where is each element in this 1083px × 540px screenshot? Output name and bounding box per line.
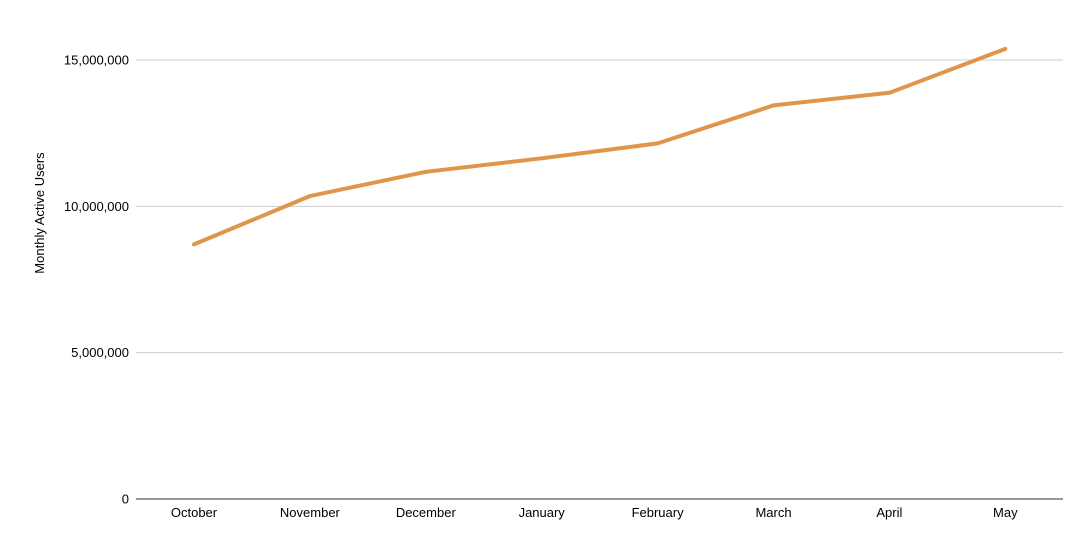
x-tick-label: April bbox=[876, 505, 902, 520]
x-tick-label: January bbox=[519, 505, 566, 520]
y-axis-title: Monthly Active Users bbox=[32, 152, 47, 274]
x-tick-label: December bbox=[396, 505, 457, 520]
data-point bbox=[655, 141, 660, 146]
x-tick-label: March bbox=[755, 505, 791, 520]
data-point bbox=[771, 103, 776, 108]
y-axis-tick-labels: 0 5,000,000 10,000,000 15,000,000 bbox=[64, 53, 129, 507]
x-tick-label: October bbox=[171, 505, 218, 520]
y-tick-label: 0 bbox=[122, 492, 129, 507]
series-layer bbox=[192, 46, 1008, 247]
x-tick-label: May bbox=[993, 505, 1018, 520]
y-tick-label: 15,000,000 bbox=[64, 53, 129, 68]
x-tick-label: November bbox=[280, 505, 341, 520]
data-point bbox=[887, 90, 892, 95]
gridlines bbox=[136, 59, 1063, 354]
data-point bbox=[539, 156, 544, 161]
data-point bbox=[192, 242, 196, 247]
x-axis-tick-labels: October November December January February Ma… bbox=[171, 505, 1018, 520]
y-tick-label: 5,000,000 bbox=[71, 345, 129, 360]
data-point bbox=[307, 194, 312, 199]
data-point bbox=[1003, 46, 1008, 51]
x-tick-label: February bbox=[632, 505, 685, 520]
data-point bbox=[423, 169, 428, 174]
series-line bbox=[193, 47, 1007, 247]
y-tick-label: 10,000,000 bbox=[64, 199, 129, 214]
